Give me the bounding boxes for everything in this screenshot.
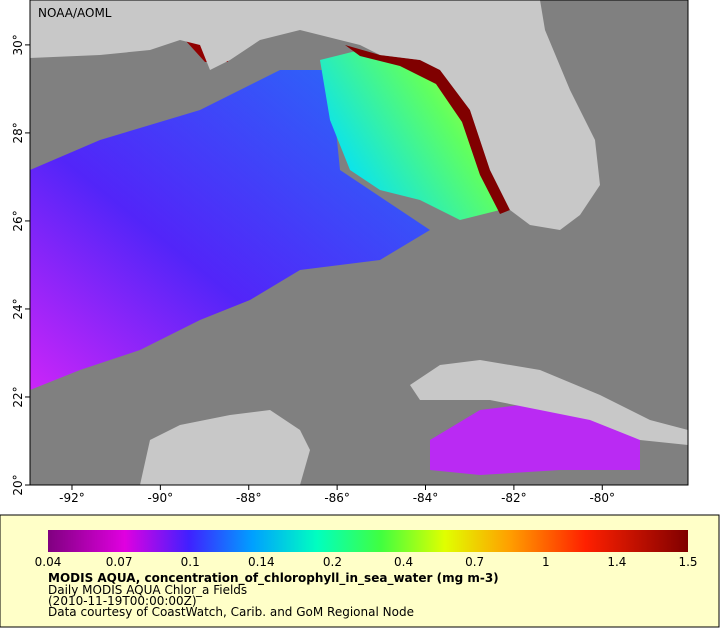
x-tick-label: -92°	[59, 491, 85, 505]
legend-line: Data courtesy of CoastWatch, Carib. and …	[48, 605, 414, 619]
coastal-chlorophyll	[345, 45, 510, 214]
watermark: NOAA/AOML	[38, 6, 112, 20]
x-tick-label: -82°	[501, 491, 527, 505]
legend-text: 0.04 0.07 0.1 0.14 0.2 0.4 0.7 1 1.4 1.5 Daily MOD…	[35, 555, 698, 619]
legend-title: MODIS AQUA, concentration_of_chlorophyll…	[48, 571, 499, 586]
x-tick-label: -88°	[236, 491, 262, 505]
y-tick-label: 30°	[11, 34, 25, 55]
colorbar-label: 1	[542, 555, 550, 569]
y-tick-label: 22°	[11, 386, 25, 407]
deep-water-chlorophyll	[30, 70, 430, 390]
y-tick-label: 24°	[11, 298, 25, 319]
colorbar-label: 0.2	[323, 555, 342, 569]
legend-line: Daily MODIS AQUA Chlor_a Fields	[48, 583, 247, 597]
land	[140, 410, 310, 485]
colorbar-label: 1.5	[678, 555, 697, 569]
x-tick-label: -90°	[148, 491, 174, 505]
shelf-chlorophyll	[320, 50, 500, 220]
land	[30, 0, 600, 230]
colorbar-label: 0.04	[35, 555, 62, 569]
legend-line: (2010-11-19T00:00:00Z)	[48, 594, 197, 608]
axes: -92° -90° -88° -86° -84° -82° -80° 20° 22° 24° 26°…	[11, 34, 615, 505]
map-frame	[29, 0, 689, 486]
colorbar-label: 1.4	[607, 555, 626, 569]
colorbar-label: 0.07	[106, 555, 133, 569]
colorbar-label: 0.4	[394, 555, 413, 569]
colorbar-label: 0.1	[181, 555, 200, 569]
y-tick-label: 28°	[11, 122, 25, 143]
x-tick-label: -86°	[324, 491, 350, 505]
land	[410, 360, 688, 445]
y-tick-label: 20°	[11, 474, 25, 495]
x-tick-label: -84°	[413, 491, 439, 505]
colorbar	[48, 530, 688, 552]
x-tick-label: -80°	[589, 491, 615, 505]
y-tick-label: 26°	[11, 210, 25, 231]
colorbar-label: 0.7	[465, 555, 484, 569]
colorbar-label: 0.14	[248, 555, 275, 569]
